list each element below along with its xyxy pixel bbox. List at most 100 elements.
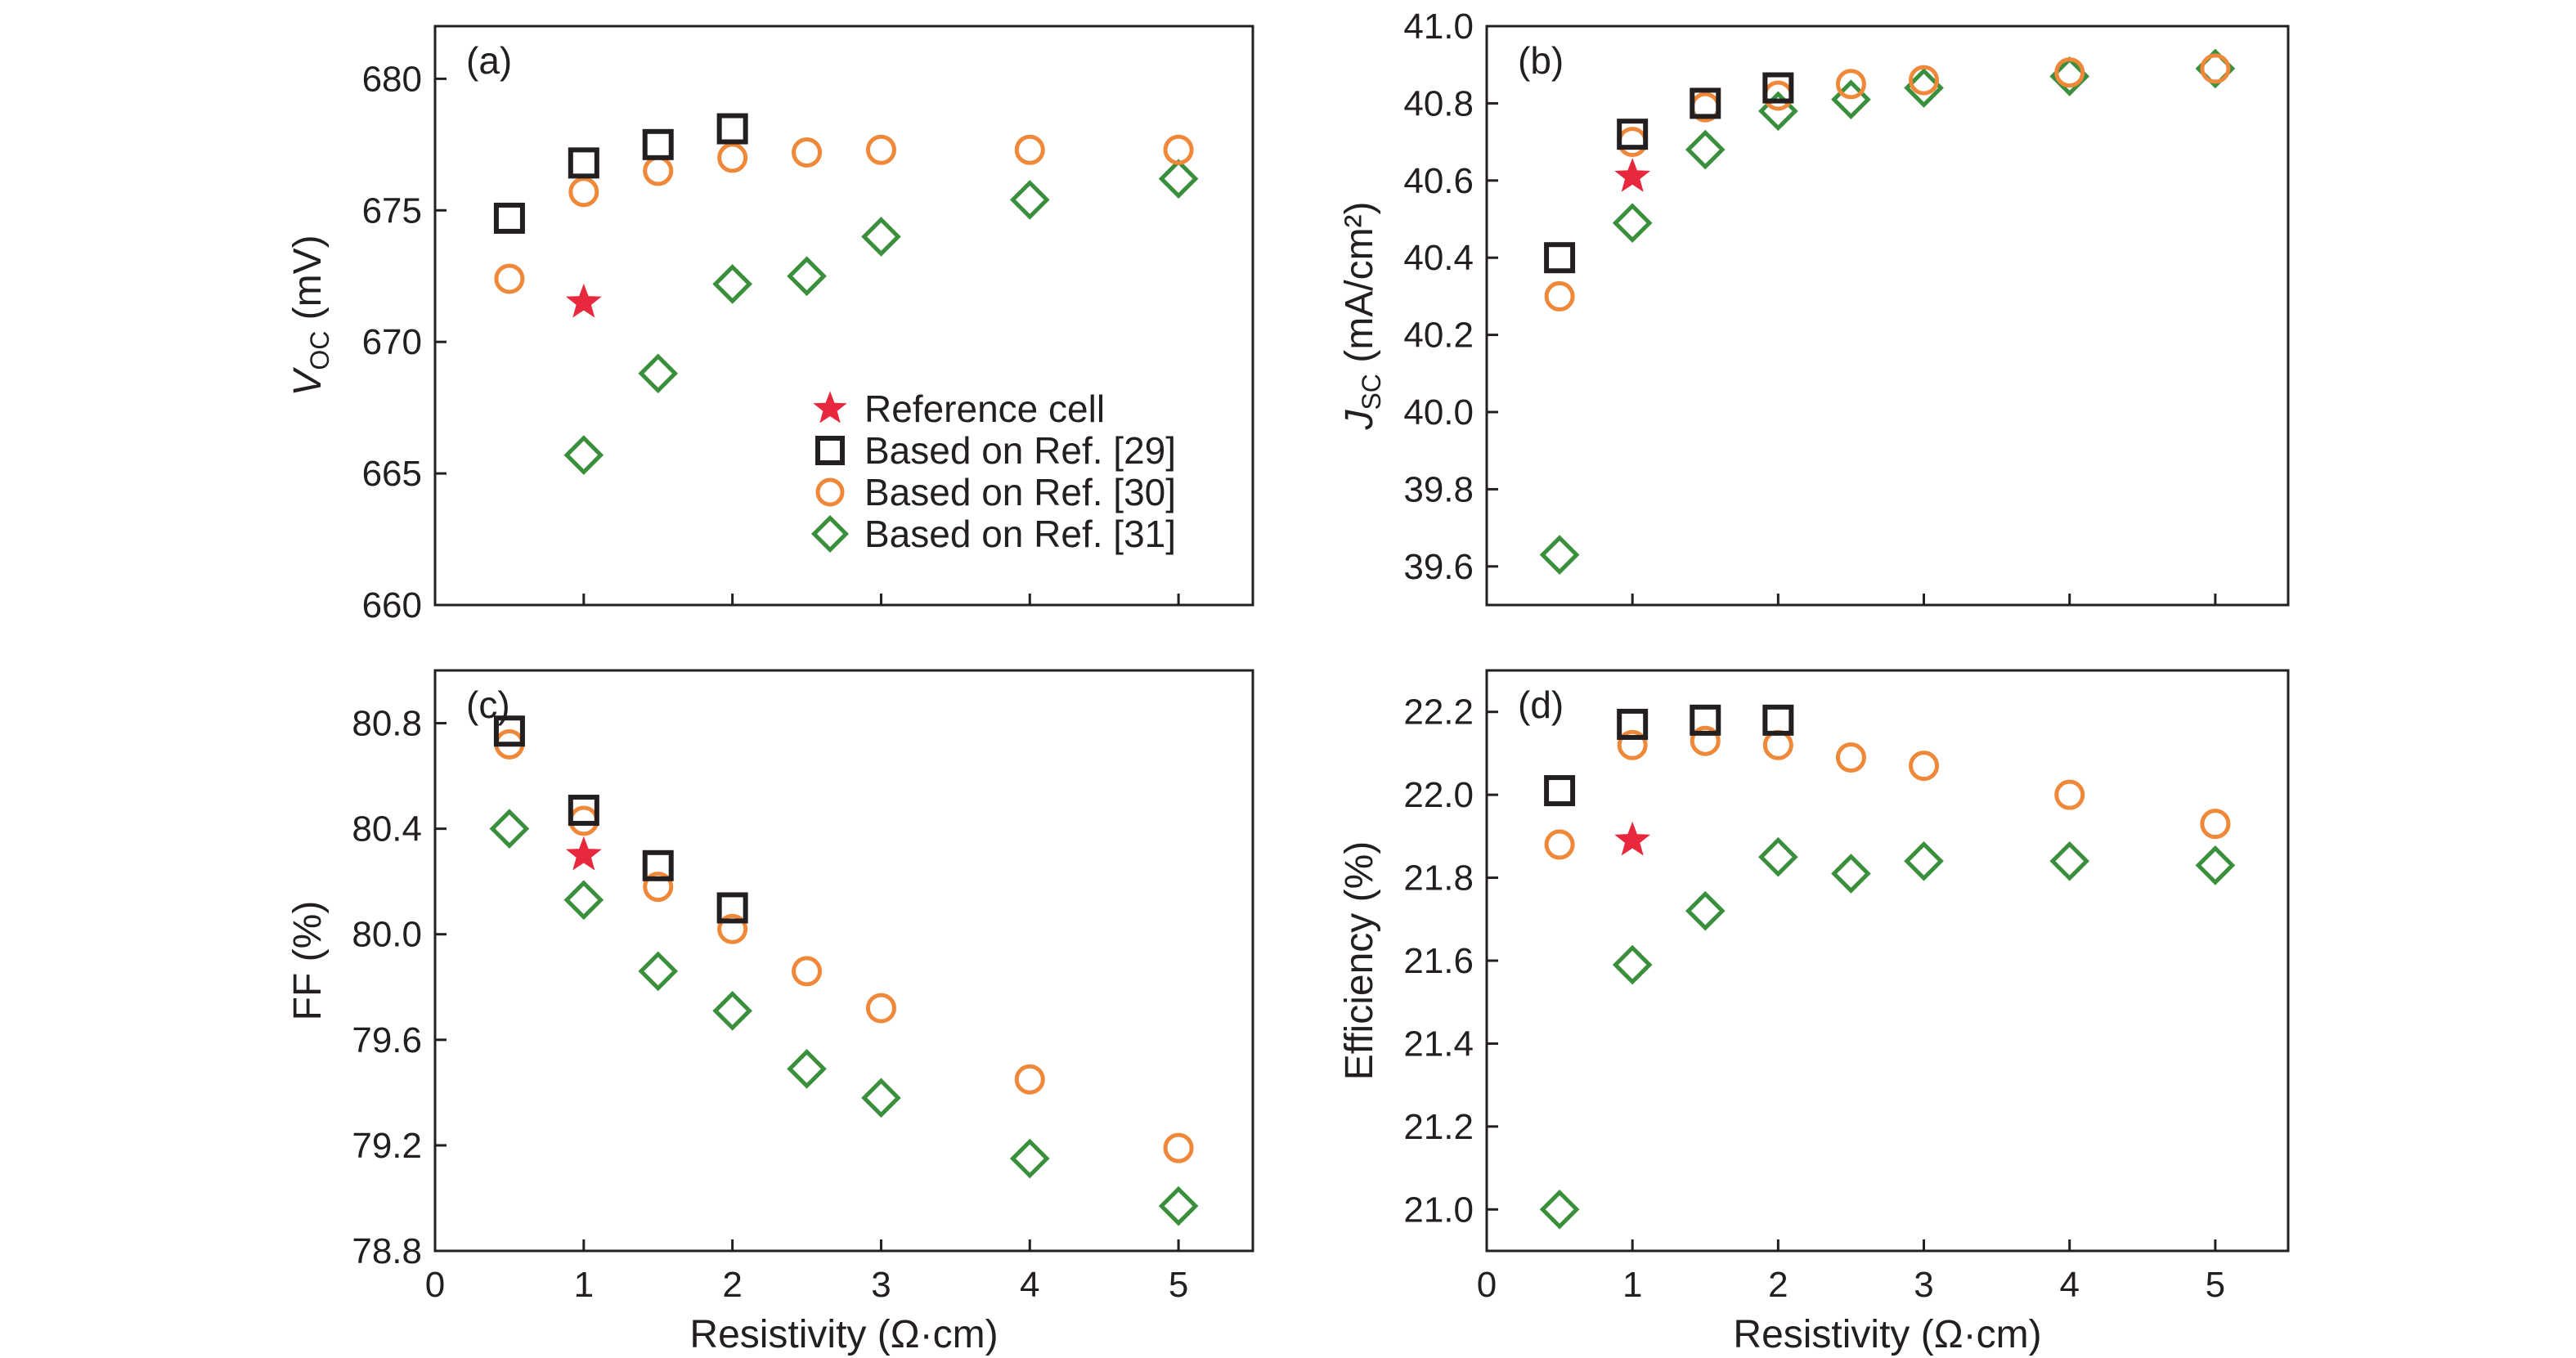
- y-tick-label: 39.6: [1403, 547, 1474, 587]
- data-point-r31: [1158, 1185, 1199, 1226]
- data-point-r30: [717, 142, 748, 173]
- data-point-r30: [1909, 65, 1940, 96]
- x-tick-label: 2: [1768, 1265, 1788, 1305]
- y-tick-label: 80.8: [352, 704, 422, 744]
- data-point-r30: [2054, 779, 2085, 810]
- panel-tag: (b): [1518, 39, 1564, 82]
- data-point-r30: [1163, 134, 1194, 165]
- y-tick-label: 660: [362, 585, 422, 625]
- data-point-r31: [861, 1078, 901, 1118]
- legend-marker-r30: [815, 477, 845, 507]
- y-axis-title: JSC (mA/cm²): [1338, 201, 1386, 430]
- data-point-r29: [493, 202, 525, 234]
- y-tick-label: 22.0: [1403, 775, 1474, 815]
- data-point-r30: [1617, 127, 1648, 158]
- data-point-r31: [1685, 890, 1726, 931]
- data-point-r31: [1009, 180, 1050, 220]
- data-point-r30: [643, 872, 674, 903]
- data-point-r30: [643, 155, 674, 186]
- y-tick-label: 40.8: [1403, 83, 1474, 123]
- x-tick-label: 4: [1020, 1265, 1039, 1305]
- y-tick-label: 670: [362, 322, 422, 362]
- data-point-r30: [1835, 742, 1866, 773]
- y-tick-label: 21.6: [1403, 941, 1474, 981]
- data-point-r30: [1544, 829, 1575, 860]
- data-point-r31: [861, 217, 901, 257]
- data-point-ref: [1614, 158, 1651, 192]
- data-point-r31: [1612, 203, 1653, 244]
- data-point-r31: [1831, 854, 1871, 894]
- plot-frame: [433, 669, 1254, 1253]
- y-tick-label: 40.6: [1403, 161, 1474, 201]
- y-tick-label: 79.2: [352, 1126, 422, 1166]
- data-point-r31: [1158, 159, 1199, 199]
- x-tick-label: 1: [574, 1265, 594, 1305]
- x-tick-label: 4: [2059, 1265, 2079, 1305]
- data-point-r29: [1762, 72, 1794, 104]
- legend-marker-ref: [813, 391, 847, 424]
- y-tick-label: 22.2: [1403, 692, 1474, 733]
- data-point-r29: [642, 849, 674, 881]
- data-point-r30: [1544, 280, 1575, 311]
- data-point-r29: [1617, 119, 1649, 150]
- data-point-r31: [1539, 1189, 1580, 1230]
- data-point-r30: [1014, 134, 1045, 165]
- data-point-r29: [1617, 708, 1649, 740]
- x-tick-label: 3: [871, 1265, 891, 1305]
- data-point-r31: [2049, 840, 2090, 881]
- data-point-r29: [1690, 704, 1721, 736]
- panel-c: 78.879.279.680.080.480.80 1 2 3 4 5(c)FF (%)R…: [286, 669, 1254, 1356]
- data-point-r31: [787, 1048, 827, 1089]
- data-point-r31: [1685, 129, 1726, 170]
- data-point-r30: [2200, 53, 2231, 84]
- legend-label-ref: Reference cell: [864, 388, 1105, 430]
- data-point-r31: [563, 880, 604, 921]
- y-tick-label: 665: [362, 454, 422, 494]
- plot-frame: [433, 25, 1254, 607]
- data-point-r29: [1690, 87, 1721, 119]
- data-point-ref: [1614, 821, 1651, 856]
- data-point-r31: [638, 353, 679, 394]
- x-tick-label: 0: [425, 1265, 445, 1305]
- data-point-r29: [568, 147, 599, 179]
- data-point-r29: [716, 892, 748, 924]
- data-point-r31: [489, 809, 530, 849]
- data-point-r30: [494, 263, 525, 294]
- y-tick-label: 78.8: [352, 1231, 422, 1271]
- data-point-ref: [565, 283, 602, 318]
- data-point-r30: [865, 993, 896, 1024]
- legend-label-r30: Based on Ref. [30]: [864, 471, 1176, 513]
- data-point-r30: [1909, 751, 1940, 782]
- y-tick-label: 41.0: [1403, 7, 1474, 47]
- data-point-r30: [1835, 69, 1866, 100]
- y-tick-label: 40.0: [1403, 392, 1474, 432]
- legend-marker-r29: [815, 436, 845, 465]
- data-point-r30: [1014, 1064, 1045, 1095]
- y-axis-title: FF (%): [286, 901, 330, 1021]
- data-point-r31: [2195, 845, 2236, 885]
- panel-a: 660 665 670 675 680 (a) VOC (mV): [286, 25, 1254, 625]
- x-tick-label: 5: [1169, 1265, 1188, 1305]
- data-point-r30: [2200, 809, 2231, 840]
- data-point-r30: [2054, 57, 2085, 88]
- y-tick-label: 21.2: [1403, 1107, 1474, 1147]
- legend-label-r31: Based on Ref. [31]: [864, 513, 1176, 555]
- y-tick-label: 80.4: [352, 809, 422, 849]
- y-axis-title: Efficiency (%): [1338, 841, 1381, 1081]
- plot-frame: [1485, 25, 2290, 607]
- data-point-r30: [1762, 729, 1793, 760]
- x-axis-title: Resistivity (Ω·cm): [689, 1313, 998, 1356]
- data-point-r30: [1690, 725, 1721, 756]
- data-point-r31: [1009, 1138, 1050, 1179]
- data-point-r30: [568, 177, 599, 208]
- data-point-ref: [565, 836, 602, 871]
- x-tick-label: 2: [722, 1265, 742, 1305]
- y-axis-title: VOC (mV): [286, 235, 334, 396]
- data-point-r30: [792, 137, 823, 168]
- data-point-r29: [642, 128, 674, 160]
- data-point-r29: [1544, 242, 1576, 274]
- x-axis-title: Resistivity (Ω·cm): [1733, 1313, 2041, 1356]
- data-point-r31: [787, 256, 827, 297]
